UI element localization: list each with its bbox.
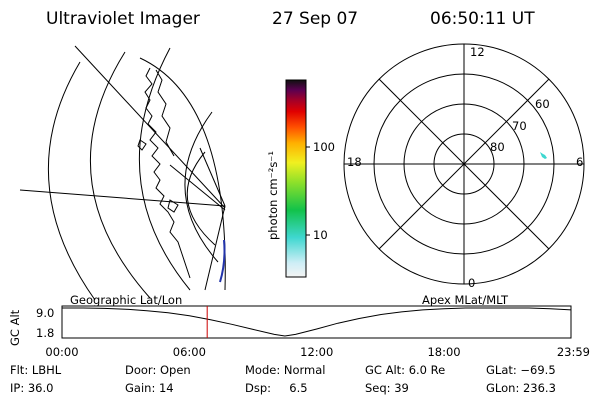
ytick-top: 9.0 — [36, 306, 55, 320]
coastline — [144, 67, 191, 279]
timeline-left-caption: Geographic Lat/Lon — [70, 293, 183, 307]
xtick-label: 23:59 — [557, 345, 590, 359]
geographic-latitude-readout: GLat: −69.5 — [486, 363, 556, 377]
colorbar-tick-label: 100 — [313, 140, 335, 154]
gc-altitude-readout: GC Alt: 6.0 Re — [365, 363, 446, 377]
latitude-arc — [186, 151, 216, 246]
island-outline — [137, 139, 147, 151]
mlt-label-midnight: 0 — [468, 276, 476, 290]
xtick-label: 12:00 — [300, 345, 333, 359]
ytick-bottom: 1.8 — [36, 326, 55, 340]
observation-time: 06:50:11 UT — [430, 9, 535, 29]
filter-readout: Flt: LBHL — [10, 363, 62, 377]
meridian-line — [204, 205, 226, 291]
instrument-title: Ultraviolet Imager — [46, 9, 200, 29]
viewing-limb — [219, 239, 226, 283]
latitude-arc — [138, 47, 191, 291]
observation-date: 27 Sep 07 — [272, 9, 359, 29]
colorbar-tick-label: 10 — [313, 228, 328, 242]
latitude-label-60: 60 — [535, 97, 550, 111]
meridian-line — [169, 164, 226, 211]
sequence-readout: Seq: 39 — [365, 381, 409, 395]
ip-readout: IP: 36.0 — [10, 381, 54, 395]
mlt-label-dawn: 6 — [576, 155, 584, 169]
latitude-arc — [89, 51, 151, 299]
geographic-longitude-readout: GLon: 236.3 — [486, 381, 556, 395]
mode-readout: Mode: Normal — [245, 363, 326, 377]
coastline — [155, 69, 175, 157]
meridian-line — [74, 45, 226, 209]
timeline-right-caption: Apex MLat/MLT — [422, 293, 509, 307]
timeline-frame — [61, 305, 572, 339]
altitude-series-line — [62, 307, 572, 337]
mlt-label-noon: 12 — [470, 45, 485, 59]
mlt-line — [378, 78, 550, 250]
mlt-label-dusk: 18 — [347, 155, 362, 169]
xtick-label: 18:00 — [427, 345, 460, 359]
latitude-arc — [184, 111, 219, 263]
colorbar-scale — [285, 79, 307, 278]
latitude-arc — [47, 61, 96, 301]
island-outline — [167, 199, 179, 213]
meridian-line — [19, 189, 226, 207]
gain-readout: Gain: 14 — [125, 381, 174, 395]
door-readout: Door: Open — [125, 363, 191, 377]
dsp-readout: Dsp: 6.5 — [245, 381, 308, 395]
auroral-emission — [540, 152, 547, 159]
latitude-label-70: 70 — [512, 119, 527, 133]
xtick-label: 00:00 — [45, 345, 78, 359]
xtick-label: 06:00 — [173, 345, 206, 359]
latitude-label-80: 80 — [490, 140, 505, 154]
